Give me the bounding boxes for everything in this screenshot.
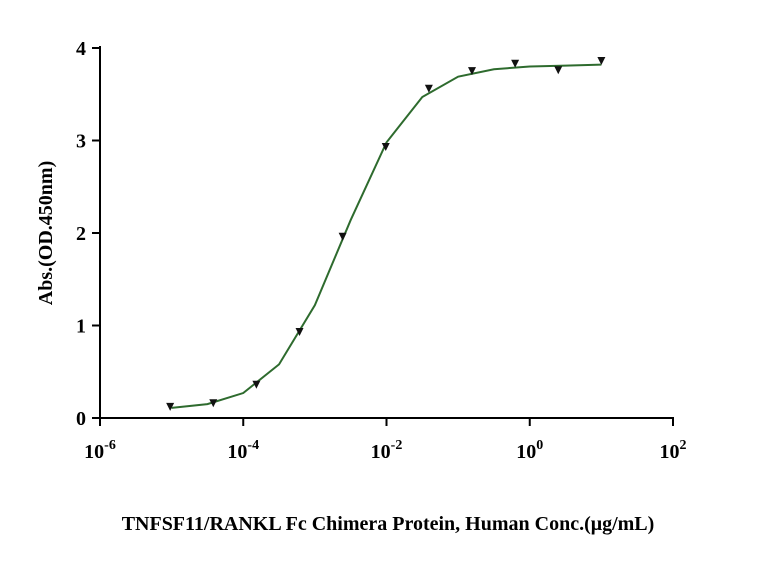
data-point <box>338 232 347 241</box>
y-tick-label: 3 <box>76 131 86 153</box>
data-point <box>381 142 390 151</box>
x-tick-label: 100 <box>516 438 543 463</box>
y-tick-label: 4 <box>76 38 86 60</box>
y-tick-label: 1 <box>76 316 86 338</box>
data-point <box>252 380 261 389</box>
y-tick-label: 2 <box>76 223 86 245</box>
y-tick-label: 0 <box>76 408 86 430</box>
data-point <box>424 84 433 93</box>
x-tick-label: 10-4 <box>227 438 259 463</box>
x-axis-label: TNFSF11/RANKL Fc Chimera Protein, Human … <box>122 513 655 535</box>
fit-curve <box>171 63 602 409</box>
data-point <box>209 399 218 408</box>
data-point <box>295 327 304 336</box>
data-point <box>554 66 563 75</box>
x-tick-label: 10-6 <box>84 438 116 463</box>
data-point <box>166 402 175 411</box>
data-point <box>511 59 520 68</box>
y-axis-label: Abs.(OD.450nm) <box>35 161 57 305</box>
data-point <box>468 67 477 76</box>
x-tick-label: 10-2 <box>371 438 403 463</box>
x-tick-label: 102 <box>660 438 687 463</box>
data-point <box>597 56 606 65</box>
